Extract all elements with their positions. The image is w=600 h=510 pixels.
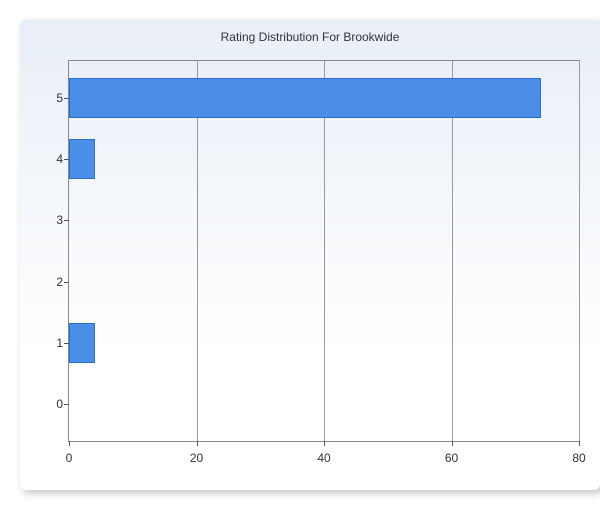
x-tick-mark <box>579 441 580 446</box>
chart-container: Rating Distribution For Brookwide 020406… <box>20 20 600 490</box>
y-tick-label: 3 <box>56 213 63 227</box>
y-tick-label: 5 <box>56 91 63 105</box>
y-tick-mark <box>64 220 69 221</box>
x-tick-label: 40 <box>317 451 330 465</box>
plot-area: 020406080012345 <box>68 60 580 442</box>
x-tick-label: 60 <box>445 451 458 465</box>
gridline-vertical <box>197 61 198 441</box>
y-tick-label: 4 <box>56 152 63 166</box>
gridline-vertical <box>452 61 453 441</box>
x-tick-mark <box>69 441 70 446</box>
gridline-vertical <box>324 61 325 441</box>
y-tick-mark <box>64 404 69 405</box>
x-tick-mark <box>197 441 198 446</box>
bar <box>69 78 541 118</box>
gridline-vertical <box>579 61 580 441</box>
x-tick-label: 0 <box>66 451 73 465</box>
x-tick-mark <box>452 441 453 446</box>
bar <box>69 139 95 179</box>
bar <box>69 323 95 363</box>
chart-title: Rating Distribution For Brookwide <box>20 30 600 44</box>
x-tick-label: 20 <box>190 451 203 465</box>
x-tick-label: 80 <box>572 451 585 465</box>
y-tick-label: 1 <box>56 336 63 350</box>
y-tick-label: 0 <box>56 397 63 411</box>
y-tick-mark <box>64 282 69 283</box>
x-tick-mark <box>324 441 325 446</box>
y-tick-label: 2 <box>56 275 63 289</box>
